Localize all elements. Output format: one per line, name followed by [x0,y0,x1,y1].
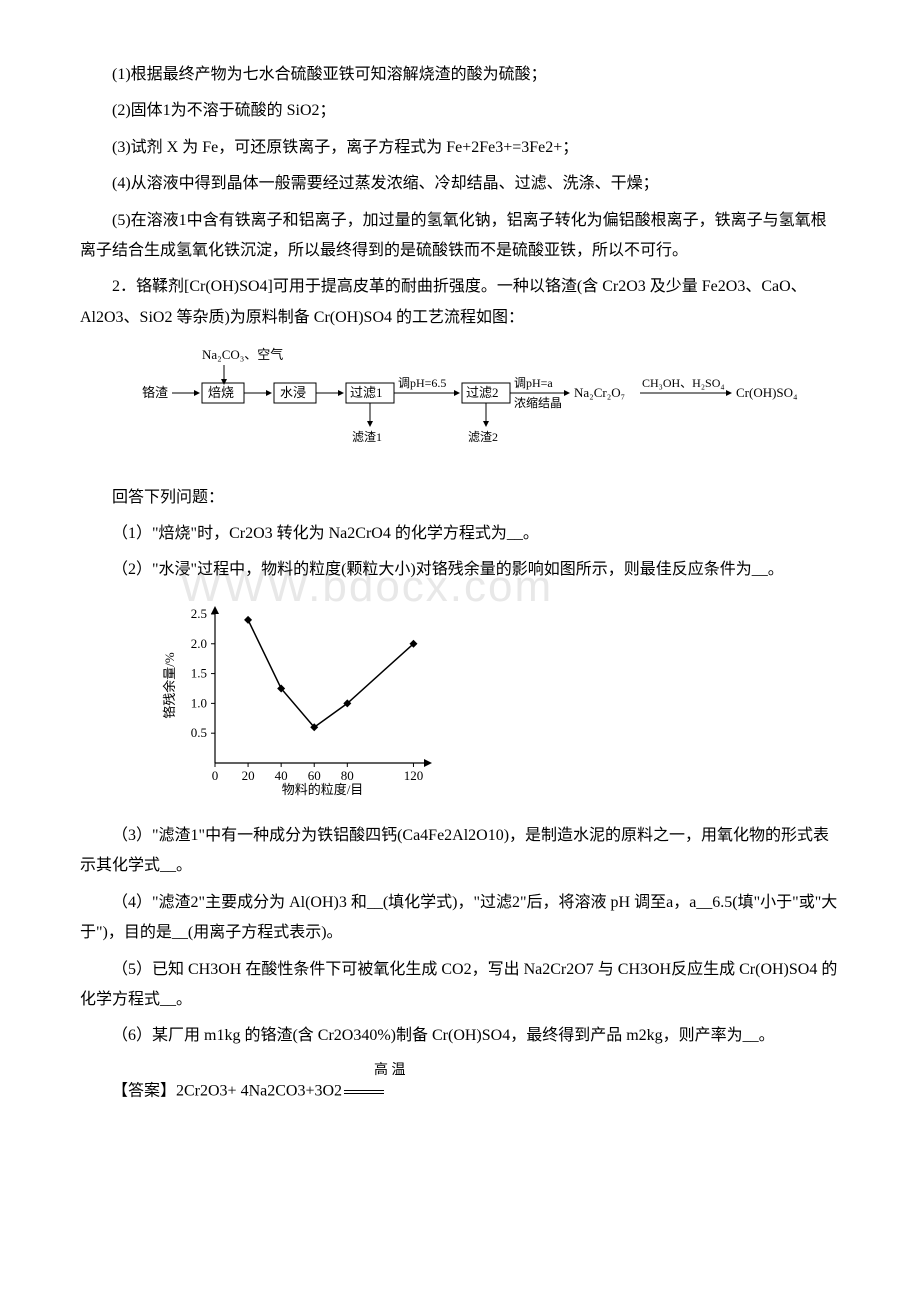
flow-node-4: 过滤2 [466,385,499,400]
svg-text:1.0: 1.0 [191,695,207,710]
paragraph-9: （2）"水浸"过程中，物料的粒度(颗粒大小)对铬残余量的影响如图所示，则最佳反应… [80,555,840,585]
flow-node-0: 铬渣 [142,385,168,400]
flow-node-3: 过滤1 [350,385,383,400]
flow-node-2: 水浸 [280,385,306,400]
paragraph-7: 回答下列问题： [80,483,840,513]
paragraph-13: （6）某厂用 m1kg 的铬渣(含 Cr2O340%)制备 Cr(OH)SO4，… [80,1021,840,1051]
paragraph-11: （4）"滤渣2"主要成分为 Al(OH)3 和__(填化学式)，"过滤2"后，将… [80,888,840,949]
reaction-condition: 高 温 [342,1058,406,1107]
svg-text:0.5: 0.5 [191,725,207,740]
paragraph-14: 【答案】2Cr2O3+ 4Na2CO3+3O2高 温 [80,1058,840,1107]
flow-arrow-label-2bot: 浓缩结晶 [514,395,562,410]
paragraph-3: (3)试剂 X 为 Fe，可还原铁离子，离子方程式为 Fe+2Fe3+=3Fe2… [80,133,840,163]
answer-prefix: 【答案】2Cr2O3+ 4Na2CO3+3O2 [112,1082,342,1099]
flow-node-5: Na₂Cr₂O₇ [574,385,625,400]
paragraph-10: （3）"滤渣1"中有一种成分为铁铝酸四钙(Ca4Fe2Al2O10)，是制造水泥… [80,821,840,882]
svg-text:20: 20 [242,768,255,783]
paragraph-6: 2．铬鞣剂[Cr(OH)SO4]可用于提高皮革的耐曲折强度。一种以铬渣(含 Cr… [80,272,840,333]
paragraph-4: (4)从溶液中得到晶体一般需要经过蒸发浓缩、冷却结晶、过滤、洗涤、干燥； [80,169,840,199]
svg-text:铬残余量/%: 铬残余量/% [162,652,177,719]
flow-arrow-label-2top: 调pH=a [514,376,553,390]
flow-down-2: 滤渣2 [468,430,498,444]
svg-text:物料的粒度/目: 物料的粒度/目 [282,782,364,797]
paragraph-5: (5)在溶液1中含有铁离子和铝离子，加过量的氢氧化钠，铝离子转化为偏铝酸根离子，… [80,206,840,267]
svg-text:2.5: 2.5 [191,606,207,621]
paragraph-1: (1)根据最终产物为七水合硫酸亚铁可知溶解烧渣的酸为硫酸； [80,60,840,90]
flow-top-label: Na₂CO₃、空气 [202,347,283,362]
svg-text:2.0: 2.0 [191,635,207,650]
flow-arrow-label-1: 调pH=6.5 [398,376,446,390]
svg-text:120: 120 [404,768,424,783]
flow-down-1: 滤渣1 [352,430,382,444]
paragraph-2: (2)固体1为不溶于硫酸的 SiO2； [80,96,840,126]
svg-text:0: 0 [212,768,219,783]
flow-arrow-label-3: CH₃OH、H₂SO₄ [642,376,725,390]
flow-node-6: Cr(OH)SO₄ [736,385,798,400]
flow-node-1: 焙烧 [208,385,234,400]
paragraph-12: （5）已知 CH3OH 在酸性条件下可被氧化生成 CO2，写出 Na2Cr2O7… [80,955,840,1016]
svg-text:1.5: 1.5 [191,665,207,680]
flowchart-diagram: Na₂CO₃、空气 铬渣 焙烧 水浸 过滤1 调pH=6.5 过滤2 调pH=a… [140,347,840,468]
svg-text:40: 40 [275,768,288,783]
line-chart: 0.5 1.0 1.5 2.0 2.5 0 20 40 60 80 120 铬残余量/% 物料的粒度/目 [160,598,840,809]
svg-text:60: 60 [308,768,321,783]
paragraph-8: （1）"焙烧"时，Cr2O3 转化为 Na2CrO4 的化学方程式为__。 [80,519,840,549]
svg-text:80: 80 [341,768,354,783]
